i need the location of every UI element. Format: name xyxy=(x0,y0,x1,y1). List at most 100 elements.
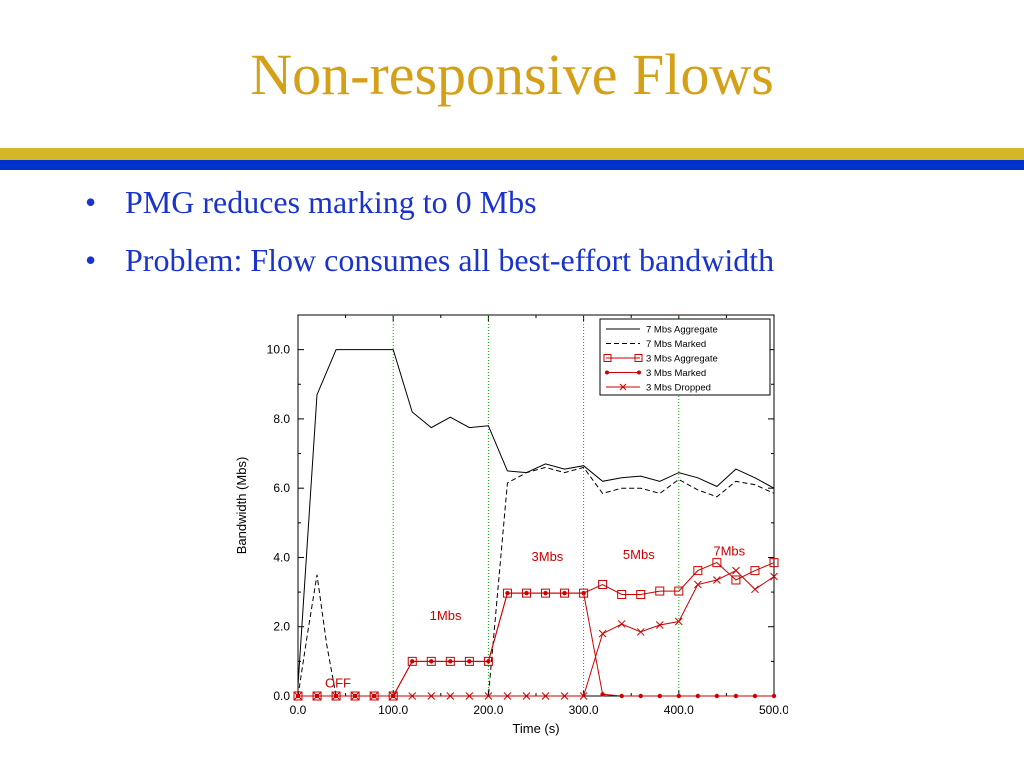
series-5-marker xyxy=(332,692,340,700)
series-5-marker xyxy=(313,692,321,700)
series-5-marker xyxy=(693,580,702,589)
series-3-marker xyxy=(636,590,646,600)
bullet-item: • PMG reduces marking to 0 Mbs xyxy=(85,180,774,238)
x-tick-label: 500.0 xyxy=(759,703,788,717)
phase-annotation: 5Mbs xyxy=(623,547,655,562)
series-5-marker xyxy=(655,621,664,629)
phase-annotation: 7Mbs xyxy=(713,544,745,559)
series-4-marker xyxy=(543,590,548,596)
series-5-marker xyxy=(351,692,359,700)
series-line-2 xyxy=(297,466,775,697)
y-tick-label: 2.0 xyxy=(273,620,290,634)
bullet-dot-icon: • xyxy=(85,184,97,220)
series-4-marker xyxy=(524,590,529,596)
series-5-marker xyxy=(579,692,588,700)
series-4-marker xyxy=(638,693,643,699)
series-4-marker xyxy=(600,692,605,697)
series-5-marker xyxy=(294,692,302,700)
series-5-marker xyxy=(560,692,569,700)
series-5-marker xyxy=(770,572,778,581)
bullet-list: • PMG reduces marking to 0 Mbs • Problem… xyxy=(85,180,774,296)
series-3-marker xyxy=(750,566,760,576)
x-axis-label: Time (s) xyxy=(512,721,559,736)
series-5-marker xyxy=(446,692,455,700)
y-tick-label: 8.0 xyxy=(273,412,290,426)
legend-marker xyxy=(637,370,641,375)
series-4-marker xyxy=(657,693,662,699)
bullet-item: • Problem: Flow consumes all best-effort… xyxy=(85,238,774,296)
legend-label: 3 Mbs Marked xyxy=(646,368,706,379)
series-4-marker xyxy=(581,590,586,596)
series-5-marker xyxy=(636,628,645,636)
bullet-text: PMG reduces marking to 0 Mbs xyxy=(125,184,537,220)
series-5-marker xyxy=(484,692,493,700)
y-tick-label: 6.0 xyxy=(273,481,290,495)
x-tick-label: 100.0 xyxy=(378,703,408,717)
series-3-marker xyxy=(769,558,779,568)
series-3-marker xyxy=(674,586,684,596)
phase-annotation: OFF xyxy=(325,675,351,690)
series-line-3 xyxy=(298,562,775,697)
series-5-marker xyxy=(427,692,436,700)
series-4-marker xyxy=(619,693,624,699)
series-5-marker xyxy=(732,566,740,575)
series-4-marker xyxy=(505,590,510,596)
series-4-marker xyxy=(676,693,681,699)
legend-marker xyxy=(603,354,612,362)
series-4-marker xyxy=(733,693,739,699)
bullet-text: Problem: Flow consumes all best-effort b… xyxy=(125,242,775,278)
legend-marker xyxy=(605,370,609,375)
legend-label: 7 Mbs Marked xyxy=(646,339,706,350)
bandwidth-chart: 0.0 2.0 4.0 6.0 8.0 10.0 0.0 100.0 200.0 300.0 400… xyxy=(234,314,788,736)
legend-marker xyxy=(634,354,643,362)
slide-title: Non-responsive Flows xyxy=(250,42,774,107)
legend-box xyxy=(599,318,771,396)
series-5-marker xyxy=(465,692,474,700)
x-tick-label: 200.0 xyxy=(473,703,503,717)
series-3-marker xyxy=(712,558,722,568)
series-4-marker xyxy=(486,659,491,664)
series-5-marker xyxy=(617,620,626,628)
series-3-marker xyxy=(655,586,665,596)
series-4-marker xyxy=(752,693,758,699)
series-4-marker xyxy=(771,693,777,699)
legend-label: 3 Mbs Aggregate xyxy=(646,354,718,365)
series-5-marker xyxy=(370,692,379,700)
series-4-marker xyxy=(562,590,567,596)
series-4-marker xyxy=(714,693,720,699)
legend-label: 3 Mbs Dropped xyxy=(646,383,711,394)
series-5-marker xyxy=(408,692,417,700)
x-tick-label: 300.0 xyxy=(569,703,599,717)
series-3-marker xyxy=(598,579,608,589)
series-4-marker xyxy=(467,659,472,664)
y-tick-label: 10.0 xyxy=(267,343,291,357)
series-5-marker xyxy=(541,692,550,700)
series-5-marker xyxy=(389,692,398,700)
y-tick-label: 0.0 xyxy=(273,689,290,703)
legend-marker xyxy=(619,383,627,391)
title-rule-blue xyxy=(0,160,1024,170)
series-3-marker xyxy=(693,566,703,576)
phase-annotation: 1Mbs xyxy=(430,608,462,623)
y-axis-label: Bandwidth (Mbs) xyxy=(234,457,249,555)
title-rule-gold xyxy=(0,148,1024,160)
series-5-marker xyxy=(713,576,721,584)
series-3-marker xyxy=(731,575,741,585)
series-4-marker xyxy=(410,659,415,664)
legend-label: 7 Mbs Aggregate xyxy=(646,325,718,336)
series-4-marker xyxy=(695,693,701,699)
x-tick-label: 0.0 xyxy=(290,703,307,717)
series-3-marker xyxy=(617,590,627,600)
y-tick-label: 4.0 xyxy=(273,550,290,564)
phase-annotation: 3Mbs xyxy=(532,549,564,564)
series-line-1 xyxy=(297,349,775,686)
series-5-marker xyxy=(598,629,607,638)
series-5-marker xyxy=(674,617,683,626)
series-4-marker xyxy=(429,659,434,664)
series-5-marker xyxy=(522,692,531,700)
x-tick-label: 400.0 xyxy=(664,703,694,717)
series-4-marker xyxy=(448,659,453,664)
series-5-marker xyxy=(503,692,512,700)
series-line-5 xyxy=(298,569,775,697)
bullet-dot-icon: • xyxy=(85,242,97,278)
